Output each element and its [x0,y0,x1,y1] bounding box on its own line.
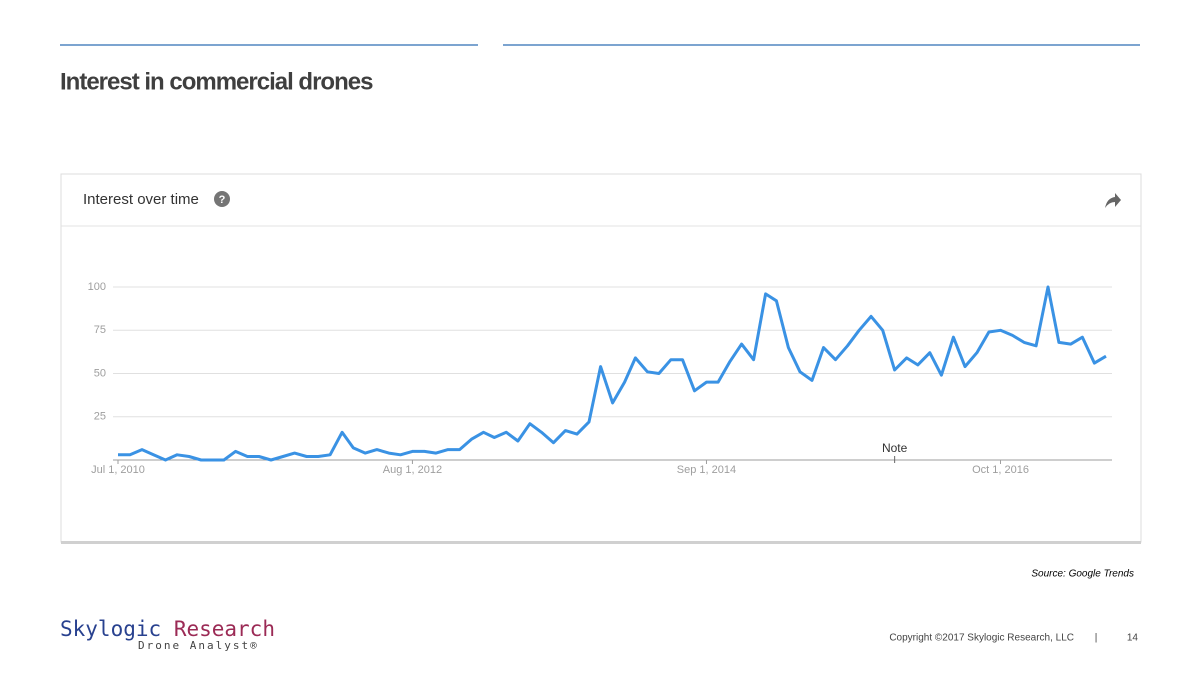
copyright: Copyright ©2017 Skylogic Research, LLC [889,633,1074,644]
page-number: 14 [1127,633,1139,644]
logo-tagline: Drone Analyst® [138,639,259,652]
logo-name: Skylogic Research [60,617,275,641]
line-series [118,285,1107,462]
chart-card [60,173,1142,543]
y-tick-label: 75 [94,324,106,336]
x-tick-label: Jul 1, 2010 [91,464,145,476]
card-shadow [61,541,1141,544]
plot: 25 50 75 100 Jul 1, 2010 Aug 1, 2012 Sep 1, 20… [88,281,1112,476]
x-tick-label: Aug 1, 2012 [383,464,442,476]
x-tick-label: Sep 1, 2014 [677,464,736,476]
help-icon-glyph: ? [219,194,226,206]
source: Source: Google Trends [1031,569,1134,580]
annotation: Note [882,441,908,455]
footer-separator: | [1095,633,1098,644]
help-icon[interactable] [214,191,230,207]
slide-title: Interest in commercial drones [60,68,373,95]
y-tick-label: 100 [88,281,106,293]
share-icon[interactable] [1105,193,1121,208]
chart-title: Interest over time [83,191,199,208]
y-tick-label: 25 [94,411,106,423]
y-tick-label: 50 [94,367,106,379]
x-tick-label: Oct 1, 2016 [972,464,1029,476]
